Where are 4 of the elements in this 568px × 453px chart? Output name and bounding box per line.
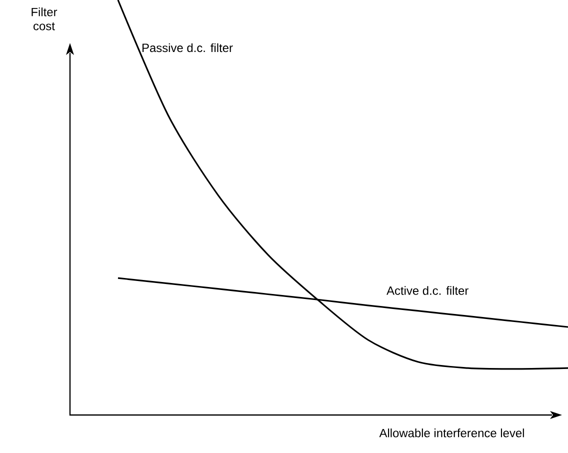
series-label: Passive d.c. filter [142,43,233,52]
series-label: Active d.c. filter [386,286,468,295]
x-axis-title: Allowable interference level [379,428,524,438]
y-axis-title: Filter cost [32,8,58,30]
